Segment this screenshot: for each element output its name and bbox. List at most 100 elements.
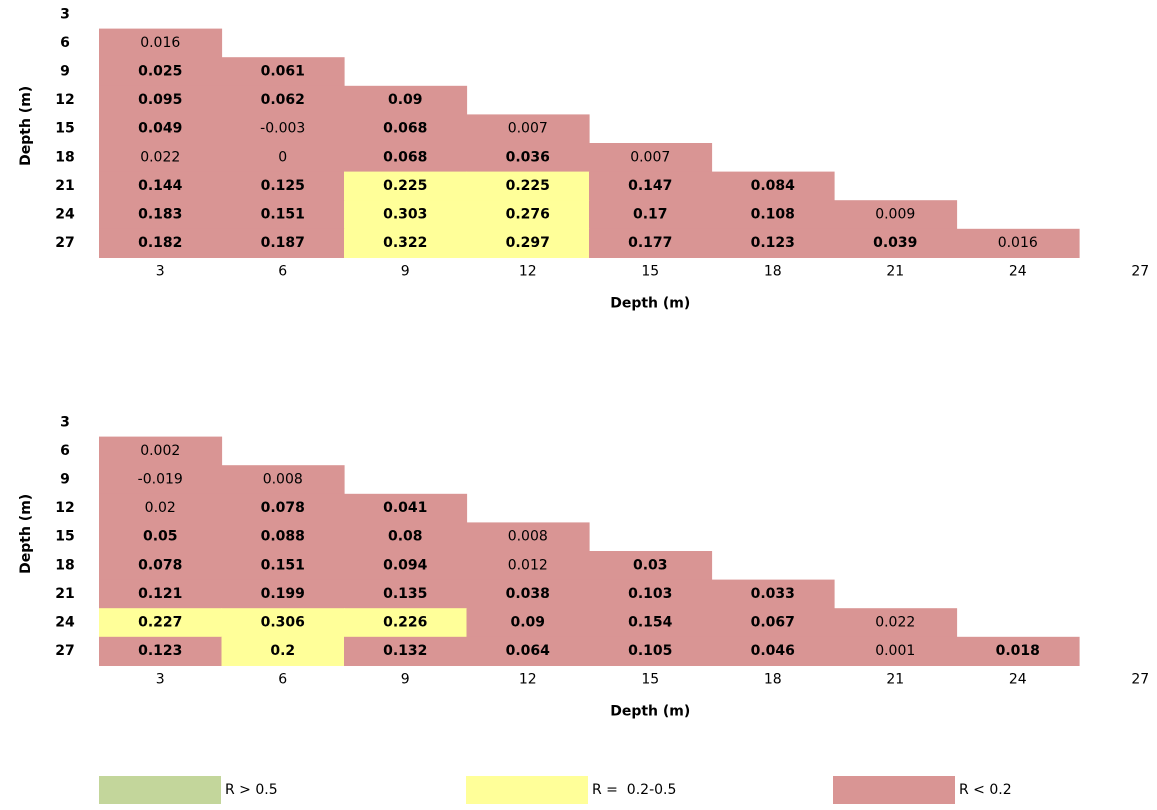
heatmap-cell-value: 0.297 [506,235,550,251]
heatmap-cell-value: 0.022 [140,149,180,165]
heatmap-cell-value: 0.121 [138,586,182,602]
heatmap-cell [99,200,223,230]
heatmap-cell-value: 0.227 [138,615,182,631]
heatmap-cell [99,28,223,58]
heatmap-cell [344,228,468,258]
heatmap-cell [344,636,468,666]
heatmap-cell-value: 0.068 [383,121,427,137]
x-axis-title: Depth (m) [610,703,690,719]
heatmap-cell [99,579,223,609]
heatmap-cell-value: 0.009 [875,207,915,223]
heatmap-cell [711,579,835,609]
legend-label-high: R > 0.5 [225,782,278,798]
legend-swatch-low [833,776,955,804]
heatmap-cell-value: 0.068 [383,149,427,165]
heatmap-cell [711,228,835,258]
heatmap-cell [344,85,468,115]
x-tick-label: 18 [764,263,782,279]
heatmap-cell-value: 0.05 [143,529,178,545]
heatmap-cell-value: 0.001 [875,643,915,659]
heatmap-cell [589,551,713,581]
y-tick-label: 6 [60,443,70,459]
heatmap-cell [344,579,468,609]
heatmap-cell-value: 0.322 [383,235,427,251]
legend-item-high: R > 0.5 [99,776,278,804]
heatmap-cell [589,171,713,201]
heatmap-cell-value: 0.123 [138,643,182,659]
heatmap-cell [221,228,345,258]
heatmap-cell [466,608,590,638]
heatmap-cell [99,493,223,523]
heatmap-cell [99,143,223,173]
heatmap-cell-value: 0.132 [383,643,427,659]
heatmap-cell [99,171,223,201]
heatmap-cell-value: 0.03 [633,557,668,573]
heatmap-cell-value: 0.147 [628,178,672,194]
heatmap-cell-value: 0.108 [751,207,795,223]
y-tick-label: 24 [55,207,75,223]
y-tick-label: 24 [55,615,75,631]
legend-swatch-high [99,776,221,804]
y-tick-label: 27 [55,643,74,659]
y-tick-label: 27 [55,235,74,251]
legend-item-low: R < 0.2 [833,776,1012,804]
heatmap-cell-value: 0.036 [506,149,550,165]
heatmap-cell [221,608,345,638]
x-tick-label: 9 [401,671,410,687]
heatmap-cell-value: 0.183 [138,207,182,223]
x-tick-label: 3 [156,263,165,279]
heatmap-cell-value: 0.09 [510,615,545,631]
heatmap-cell [956,636,1080,666]
x-tick-label: 21 [886,263,904,279]
y-tick-label: 21 [55,178,74,194]
heatmap-cell-value: 0.225 [383,178,427,194]
y-tick-label: 3 [60,414,70,430]
heatmap-cell-value: 0.012 [508,557,548,573]
heatmap-cell [344,608,468,638]
heatmap-cell [344,522,468,552]
heatmap-cell [956,228,1080,258]
heatmap-cell-value: 0.041 [383,500,427,516]
heatmap-cell [466,114,590,144]
heatmap-cell-value: 0.008 [263,472,303,488]
heatmap-cell-value: 0.064 [506,643,551,659]
x-tick-label: 27 [1131,671,1149,687]
heatmap-cell-value: 0.103 [628,586,672,602]
heatmap-cell [221,200,345,230]
heatmap-cell-value: 0.199 [261,586,305,602]
heatmap-cell-value: 0.018 [996,643,1040,659]
heatmap-cell-value: 0.078 [138,557,182,573]
heatmap-cell-value: 0.151 [261,207,305,223]
heatmap-cell-value: 0.226 [383,615,427,631]
heatmap-cell [99,465,223,495]
heatmap-cell [711,608,835,638]
x-tick-label: 24 [1009,671,1027,687]
heatmap-cell-value: 0.187 [261,235,305,251]
heatmap-cell [221,465,345,495]
heatmap-cell [99,114,223,144]
x-tick-label: 18 [764,671,782,687]
heatmap-cell [221,551,345,581]
heatmap-cell-value: 0.123 [751,235,795,251]
heatmap-cell [589,636,713,666]
heatmap-depth-correlation-top: 3 6 9 12 15 18 21 24 27 0.016 0.025 0.061 0.095 0.062… [18,6,1149,311]
y-tick-label: 12 [55,500,74,516]
heatmap-cell-value: 0.007 [630,149,670,165]
heatmap-cell-value: 0.135 [383,586,427,602]
heatmap-cell [589,143,713,173]
x-tick-label: 9 [401,263,410,279]
legend-item-mid: R = 0.2-0.5 [466,776,676,804]
heatmap-cell [589,579,713,609]
heatmap-cell [466,171,590,201]
y-axis-title: Depth (m) [18,86,34,166]
heatmap-cell-value: -0.019 [138,472,183,488]
heatmap-cell-value: 0.151 [261,557,305,573]
heatmap-cell [221,114,345,144]
heatmap-cell [589,608,713,638]
heatmap-cell [221,522,345,552]
heatmap-cell [466,228,590,258]
y-tick-label: 15 [55,121,74,137]
heatmap-cell-value: 0.02 [145,500,176,516]
heatmap-cell-value: 0.08 [388,529,423,545]
heatmap-cell [834,636,958,666]
